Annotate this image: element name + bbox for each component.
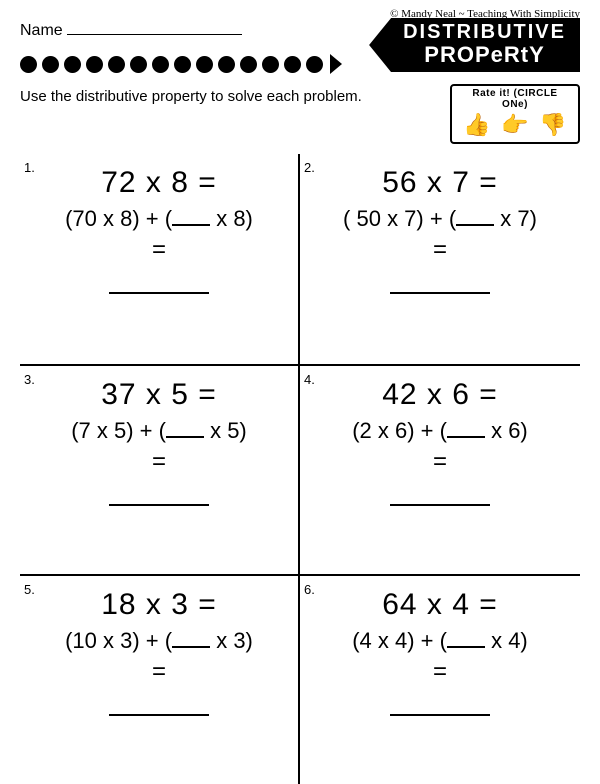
answer-line[interactable] [109,504,209,506]
problem-main-equation: 72 x 8 = [26,166,292,200]
equals-sign: = [306,658,574,686]
dot [306,56,323,73]
dot [196,56,213,73]
sub-post: x 7) [494,206,537,231]
fill-blank[interactable] [456,224,494,226]
sub-pre: (2 x 6) + ( [352,418,447,443]
problem-grid: 1.72 x 8 = (70 x 8) + ( x 8) = 2.56 x 7 = ( … [20,154,580,784]
problem-sub-equation: (7 x 5) + ( x 5) [26,418,292,444]
thumbs-side-icon[interactable]: 👉 [501,112,528,138]
title-line-2: PROPeRtY [403,43,566,66]
rate-it-title: Rate it! (CIRCLE ONe) [458,88,572,110]
thumbs-up-icon[interactable]: 👍 [463,112,490,138]
sub-pre: (10 x 3) + ( [65,628,172,653]
problem-main-equation: 64 x 4 = [306,588,574,622]
dot [64,56,81,73]
problem-cell: 6.64 x 4 = (4 x 4) + ( x 4) = [300,574,580,784]
dot [284,56,301,73]
sub-post: x 6) [485,418,528,443]
dot [152,56,169,73]
sub-pre: (7 x 5) + ( [71,418,166,443]
rate-it-box: Rate it! (CIRCLE ONe) 👍 👉 👎 [450,84,580,144]
fill-blank[interactable] [447,646,485,648]
sub-pre: ( 50 x 7) + ( [343,206,456,231]
fill-blank[interactable] [447,436,485,438]
problem-cell: 1.72 x 8 = (70 x 8) + ( x 8) = [20,154,300,364]
fill-blank[interactable] [166,436,204,438]
problem-cell: 4.42 x 6 = (2 x 6) + ( x 6) = [300,364,580,574]
problem-sub-equation: ( 50 x 7) + ( x 7) [306,206,574,232]
thumbs-down-icon[interactable]: 👎 [539,112,566,138]
problem-main-equation: 56 x 7 = [306,166,574,200]
dot [86,56,103,73]
equals-sign: = [26,448,292,476]
problem-cell: 2.56 x 7 = ( 50 x 7) + ( x 7) = [300,154,580,364]
equals-sign: = [26,658,292,686]
sub-post: x 8) [210,206,253,231]
problem-main-equation: 42 x 6 = [306,378,574,412]
fill-blank[interactable] [172,646,210,648]
name-label: Name [20,22,63,40]
dot [218,56,235,73]
equals-sign: = [26,236,292,264]
problem-main-equation: 18 x 3 = [26,588,292,622]
problem-sub-equation: (70 x 8) + ( x 8) [26,206,292,232]
sub-post: x 4) [485,628,528,653]
problem-number: 4. [304,372,315,387]
problem-sub-equation: (4 x 4) + ( x 4) [306,628,574,654]
dot [130,56,147,73]
problem-cell: 5.18 x 3 = (10 x 3) + ( x 3) = [20,574,300,784]
fill-blank[interactable] [172,224,210,226]
equals-sign: = [306,448,574,476]
dot [42,56,59,73]
answer-line[interactable] [390,714,490,716]
problem-main-equation: 37 x 5 = [26,378,292,412]
sub-pre: (4 x 4) + ( [352,628,447,653]
sub-post: x 5) [204,418,247,443]
dot [262,56,279,73]
problem-sub-equation: (10 x 3) + ( x 3) [26,628,292,654]
dot [108,56,125,73]
dot [20,56,37,73]
arrow-right-icon [330,54,342,74]
dot [174,56,191,73]
problem-sub-equation: (2 x 6) + ( x 6) [306,418,574,444]
answer-line[interactable] [109,714,209,716]
sub-pre: (70 x 8) + ( [65,206,172,231]
instruction-text: Use the distributive property to solve e… [20,84,362,105]
problem-number: 6. [304,582,315,597]
title-banner: DISTRIBUTIVE PROPeRtY [369,18,580,72]
problem-number: 5. [24,582,35,597]
answer-line[interactable] [109,292,209,294]
problem-number: 3. [24,372,35,387]
equals-sign: = [306,236,574,264]
problem-cell: 3.37 x 5 = (7 x 5) + ( x 5) = [20,364,300,574]
title-line-1: DISTRIBUTIVE [403,22,566,43]
name-input-line[interactable] [67,34,242,35]
sub-post: x 3) [210,628,253,653]
answer-line[interactable] [390,504,490,506]
problem-number: 2. [304,160,315,175]
answer-line[interactable] [390,292,490,294]
dot [240,56,257,73]
problem-number: 1. [24,160,35,175]
